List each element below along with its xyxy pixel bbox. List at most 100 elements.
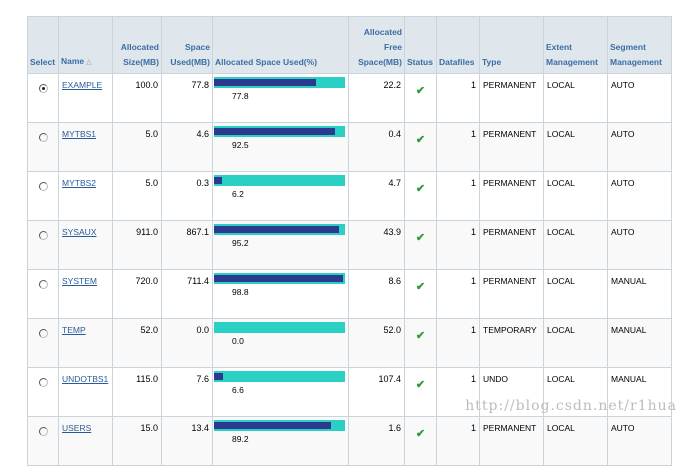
segment-cell: MANUAL — [607, 318, 672, 368]
select-radio[interactable] — [38, 182, 48, 191]
usage-bar-cell: 98.8 — [212, 269, 349, 319]
select-radio[interactable] — [38, 378, 48, 387]
status-cell: ✔ — [404, 416, 437, 466]
type-cell: PERMANENT — [479, 73, 544, 123]
segment-cell: AUTO — [607, 171, 672, 221]
header-row: Select Name △ Allocated Size(MB) Space Us… — [27, 16, 672, 74]
status-cell: ✔ — [404, 367, 437, 417]
tablespace-name-link[interactable]: USERS — [62, 423, 92, 433]
space-used-cell: 0.3 — [161, 171, 213, 221]
datafiles-cell: 1 — [436, 416, 480, 466]
name-cell: UNDOTBS1 — [58, 367, 113, 417]
extent-cell: LOCAL — [543, 269, 608, 319]
tablespace-name-link[interactable]: UNDOTBS1 — [62, 374, 109, 384]
tablespace-name-link[interactable]: SYSAUX — [62, 227, 97, 237]
usage-bar-fill — [214, 422, 331, 429]
type-cell: PERMANENT — [479, 171, 544, 221]
table-body: EXAMPLE 100.0 77.8 77.8 22.2 ✔ 1 PERMANENT LOCAL… — [27, 73, 672, 466]
usage-bar-cell: 92.5 — [212, 122, 349, 172]
col-select-header: Select — [27, 16, 59, 74]
usage-percent: 89.2 — [232, 434, 249, 444]
usage-bar-cell: 6.2 — [212, 171, 349, 221]
select-radio[interactable] — [38, 133, 48, 142]
select-radio[interactable] — [38, 280, 48, 289]
usage-percent: 6.6 — [232, 385, 244, 395]
col-name-label[interactable]: Name — [61, 56, 85, 66]
tablespace-name-link[interactable]: EXAMPLE — [62, 80, 103, 90]
table-row: EXAMPLE 100.0 77.8 77.8 22.2 ✔ 1 PERMANENT LOCAL… — [27, 73, 672, 123]
col-status-header: Status — [404, 16, 437, 74]
check-icon: ✔ — [415, 183, 426, 195]
name-cell: EXAMPLE — [58, 73, 113, 123]
col-allocated-free-header: Allocated Free Space(MB) — [348, 16, 405, 74]
sort-triangle-icon[interactable]: △ — [86, 59, 92, 66]
select-cell — [27, 220, 59, 270]
check-icon: ✔ — [415, 330, 426, 342]
status-cell: ✔ — [404, 122, 437, 172]
tablespace-name-link[interactable]: SYSTEM — [62, 276, 97, 286]
usage-bar-cell: 77.8 — [212, 73, 349, 123]
tablespace-name-link[interactable]: MYTBS1 — [62, 129, 97, 139]
segment-cell: AUTO — [607, 73, 672, 123]
name-cell: MYTBS1 — [58, 122, 113, 172]
table-row: SYSAUX 911.0 867.1 95.2 43.9 ✔ 1 PERMANENT LOCAL… — [27, 220, 672, 270]
type-cell: PERMANENT — [479, 220, 544, 270]
usage-bar-track — [214, 126, 345, 137]
type-cell: TEMPORARY — [479, 318, 544, 368]
select-radio[interactable] — [38, 329, 48, 338]
segment-cell: AUTO — [607, 122, 672, 172]
select-radio[interactable] — [38, 84, 48, 93]
allocated-size-cell: 911.0 — [112, 220, 162, 270]
usage-bar-fill — [214, 177, 223, 184]
extent-cell: LOCAL — [543, 220, 608, 270]
col-allocated-size-header: Allocated Size(MB) — [112, 16, 162, 74]
status-cell: ✔ — [404, 318, 437, 368]
check-icon: ✔ — [415, 379, 426, 391]
space-used-cell: 13.4 — [161, 416, 213, 466]
name-cell: SYSAUX — [58, 220, 113, 270]
allocated-size-cell: 115.0 — [112, 367, 162, 417]
extent-cell: LOCAL — [543, 73, 608, 123]
col-datafiles-header: Datafiles — [436, 16, 480, 74]
type-cell: PERMANENT — [479, 269, 544, 319]
select-radio[interactable] — [38, 231, 48, 240]
allocated-free-cell: 4.7 — [348, 171, 405, 221]
type-cell: PERMANENT — [479, 416, 544, 466]
status-cell: ✔ — [404, 73, 437, 123]
segment-cell: MANUAL — [607, 367, 672, 417]
col-name-header[interactable]: Name △ — [58, 16, 113, 74]
datafiles-cell: 1 — [436, 318, 480, 368]
select-cell — [27, 367, 59, 417]
tablespace-name-link[interactable]: TEMP — [62, 325, 86, 335]
extent-cell: LOCAL — [543, 416, 608, 466]
table-row: UNDOTBS1 115.0 7.6 6.6 107.4 ✔ 1 UNDO LOCAL MANUA… — [27, 367, 672, 417]
select-cell — [27, 171, 59, 221]
select-cell — [27, 269, 59, 319]
check-icon: ✔ — [415, 134, 426, 146]
status-cell: ✔ — [404, 220, 437, 270]
datafiles-cell: 1 — [436, 73, 480, 123]
name-cell: USERS — [58, 416, 113, 466]
usage-bar-track — [214, 224, 345, 235]
name-cell: TEMP — [58, 318, 113, 368]
allocated-size-cell: 720.0 — [112, 269, 162, 319]
type-cell: UNDO — [479, 367, 544, 417]
space-used-cell: 77.8 — [161, 73, 213, 123]
table-row: USERS 15.0 13.4 89.2 1.6 ✔ 1 PERMANENT LOCAL AUTO — [27, 416, 672, 466]
usage-bar-fill — [214, 373, 223, 380]
check-icon: ✔ — [415, 85, 426, 97]
extent-cell: LOCAL — [543, 122, 608, 172]
allocated-size-cell: 100.0 — [112, 73, 162, 123]
space-used-cell: 4.6 — [161, 122, 213, 172]
usage-bar-track — [214, 371, 345, 382]
type-cell: PERMANENT — [479, 122, 544, 172]
status-cell: ✔ — [404, 269, 437, 319]
col-space-used-header: Space Used(MB) — [161, 16, 213, 74]
allocated-free-cell: 52.0 — [348, 318, 405, 368]
col-segment-header: Segment Management — [607, 16, 672, 74]
segment-cell: MANUAL — [607, 269, 672, 319]
usage-percent: 77.8 — [232, 91, 249, 101]
select-radio[interactable] — [38, 427, 48, 436]
tablespace-name-link[interactable]: MYTBS2 — [62, 178, 97, 188]
allocated-free-cell: 0.4 — [348, 122, 405, 172]
